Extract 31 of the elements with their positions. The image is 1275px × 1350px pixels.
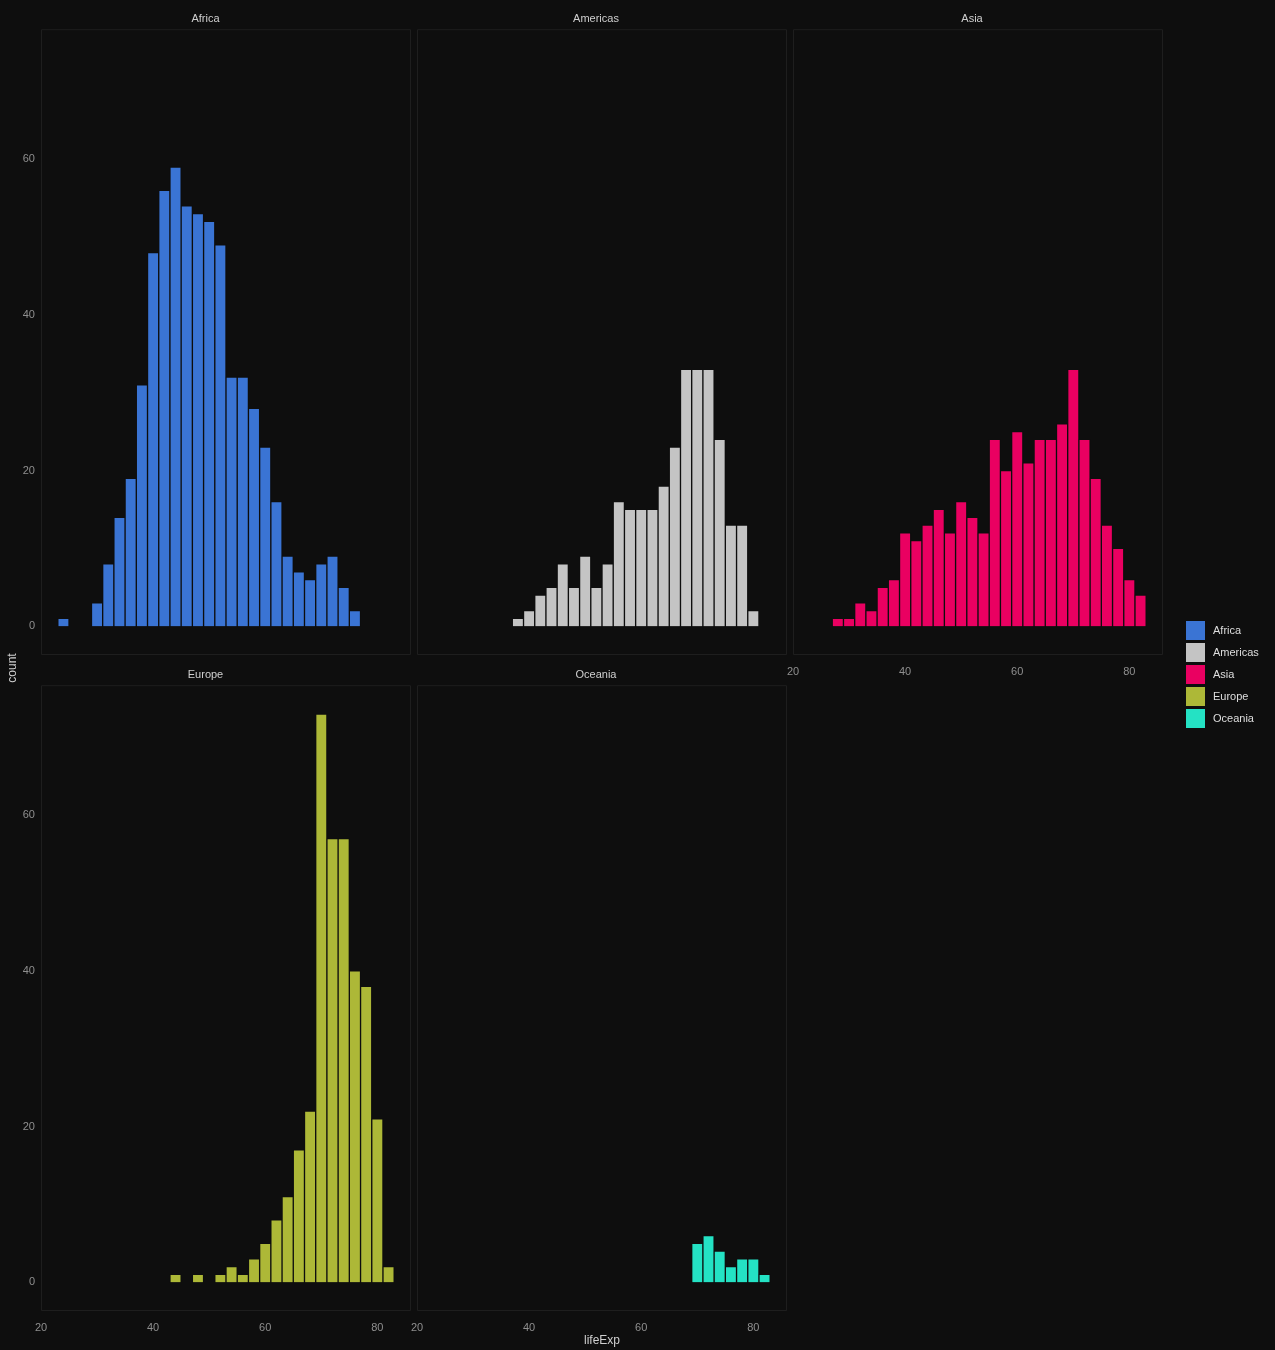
x-tick-label: 40 — [899, 664, 912, 677]
x-tick-label: 60 — [259, 1320, 272, 1333]
x-tick-label: 80 — [1123, 664, 1136, 677]
y-tick-label: 40 — [22, 307, 35, 320]
legend-label: Europe — [1213, 690, 1249, 702]
y-axis-title: count — [5, 653, 19, 683]
legend-label: Africa — [1213, 624, 1242, 636]
x-tick-label: 40 — [523, 1320, 536, 1333]
chart-title: Europe — [187, 667, 224, 680]
x-tick-label: 20 — [410, 1320, 424, 1333]
y-tick-label: 0 — [28, 1275, 35, 1288]
y-tick-label: 40 — [22, 963, 35, 976]
chart-title: Oceania — [575, 667, 618, 680]
x-tick-label: 80 — [371, 1320, 384, 1333]
chart-title: Asia — [961, 11, 984, 24]
chart-title: Africa — [191, 11, 221, 24]
legend-label: Asia — [1213, 668, 1235, 680]
x-tick-label: 40 — [147, 1320, 160, 1333]
y-tick-label: 60 — [22, 808, 35, 821]
chart-title: Americas — [573, 11, 620, 24]
x-tick-label: 60 — [1011, 664, 1024, 677]
y-tick-label: 20 — [22, 1119, 35, 1132]
y-tick-label: 20 — [22, 463, 35, 476]
x-tick-label: 20 — [786, 664, 800, 677]
x-tick-label: 80 — [747, 1320, 760, 1333]
y-tick-label: 0 — [28, 619, 35, 632]
legend-label: Oceania — [1213, 712, 1254, 724]
y-tick-label: 60 — [22, 152, 35, 165]
x-axis-title: lifeExp — [583, 1333, 621, 1347]
legend-label: Americas — [1213, 646, 1259, 658]
x-tick-label: 60 — [635, 1320, 648, 1333]
